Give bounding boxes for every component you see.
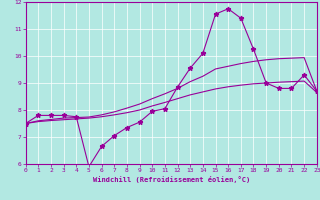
X-axis label: Windchill (Refroidissement éolien,°C): Windchill (Refroidissement éolien,°C) [92, 176, 250, 183]
